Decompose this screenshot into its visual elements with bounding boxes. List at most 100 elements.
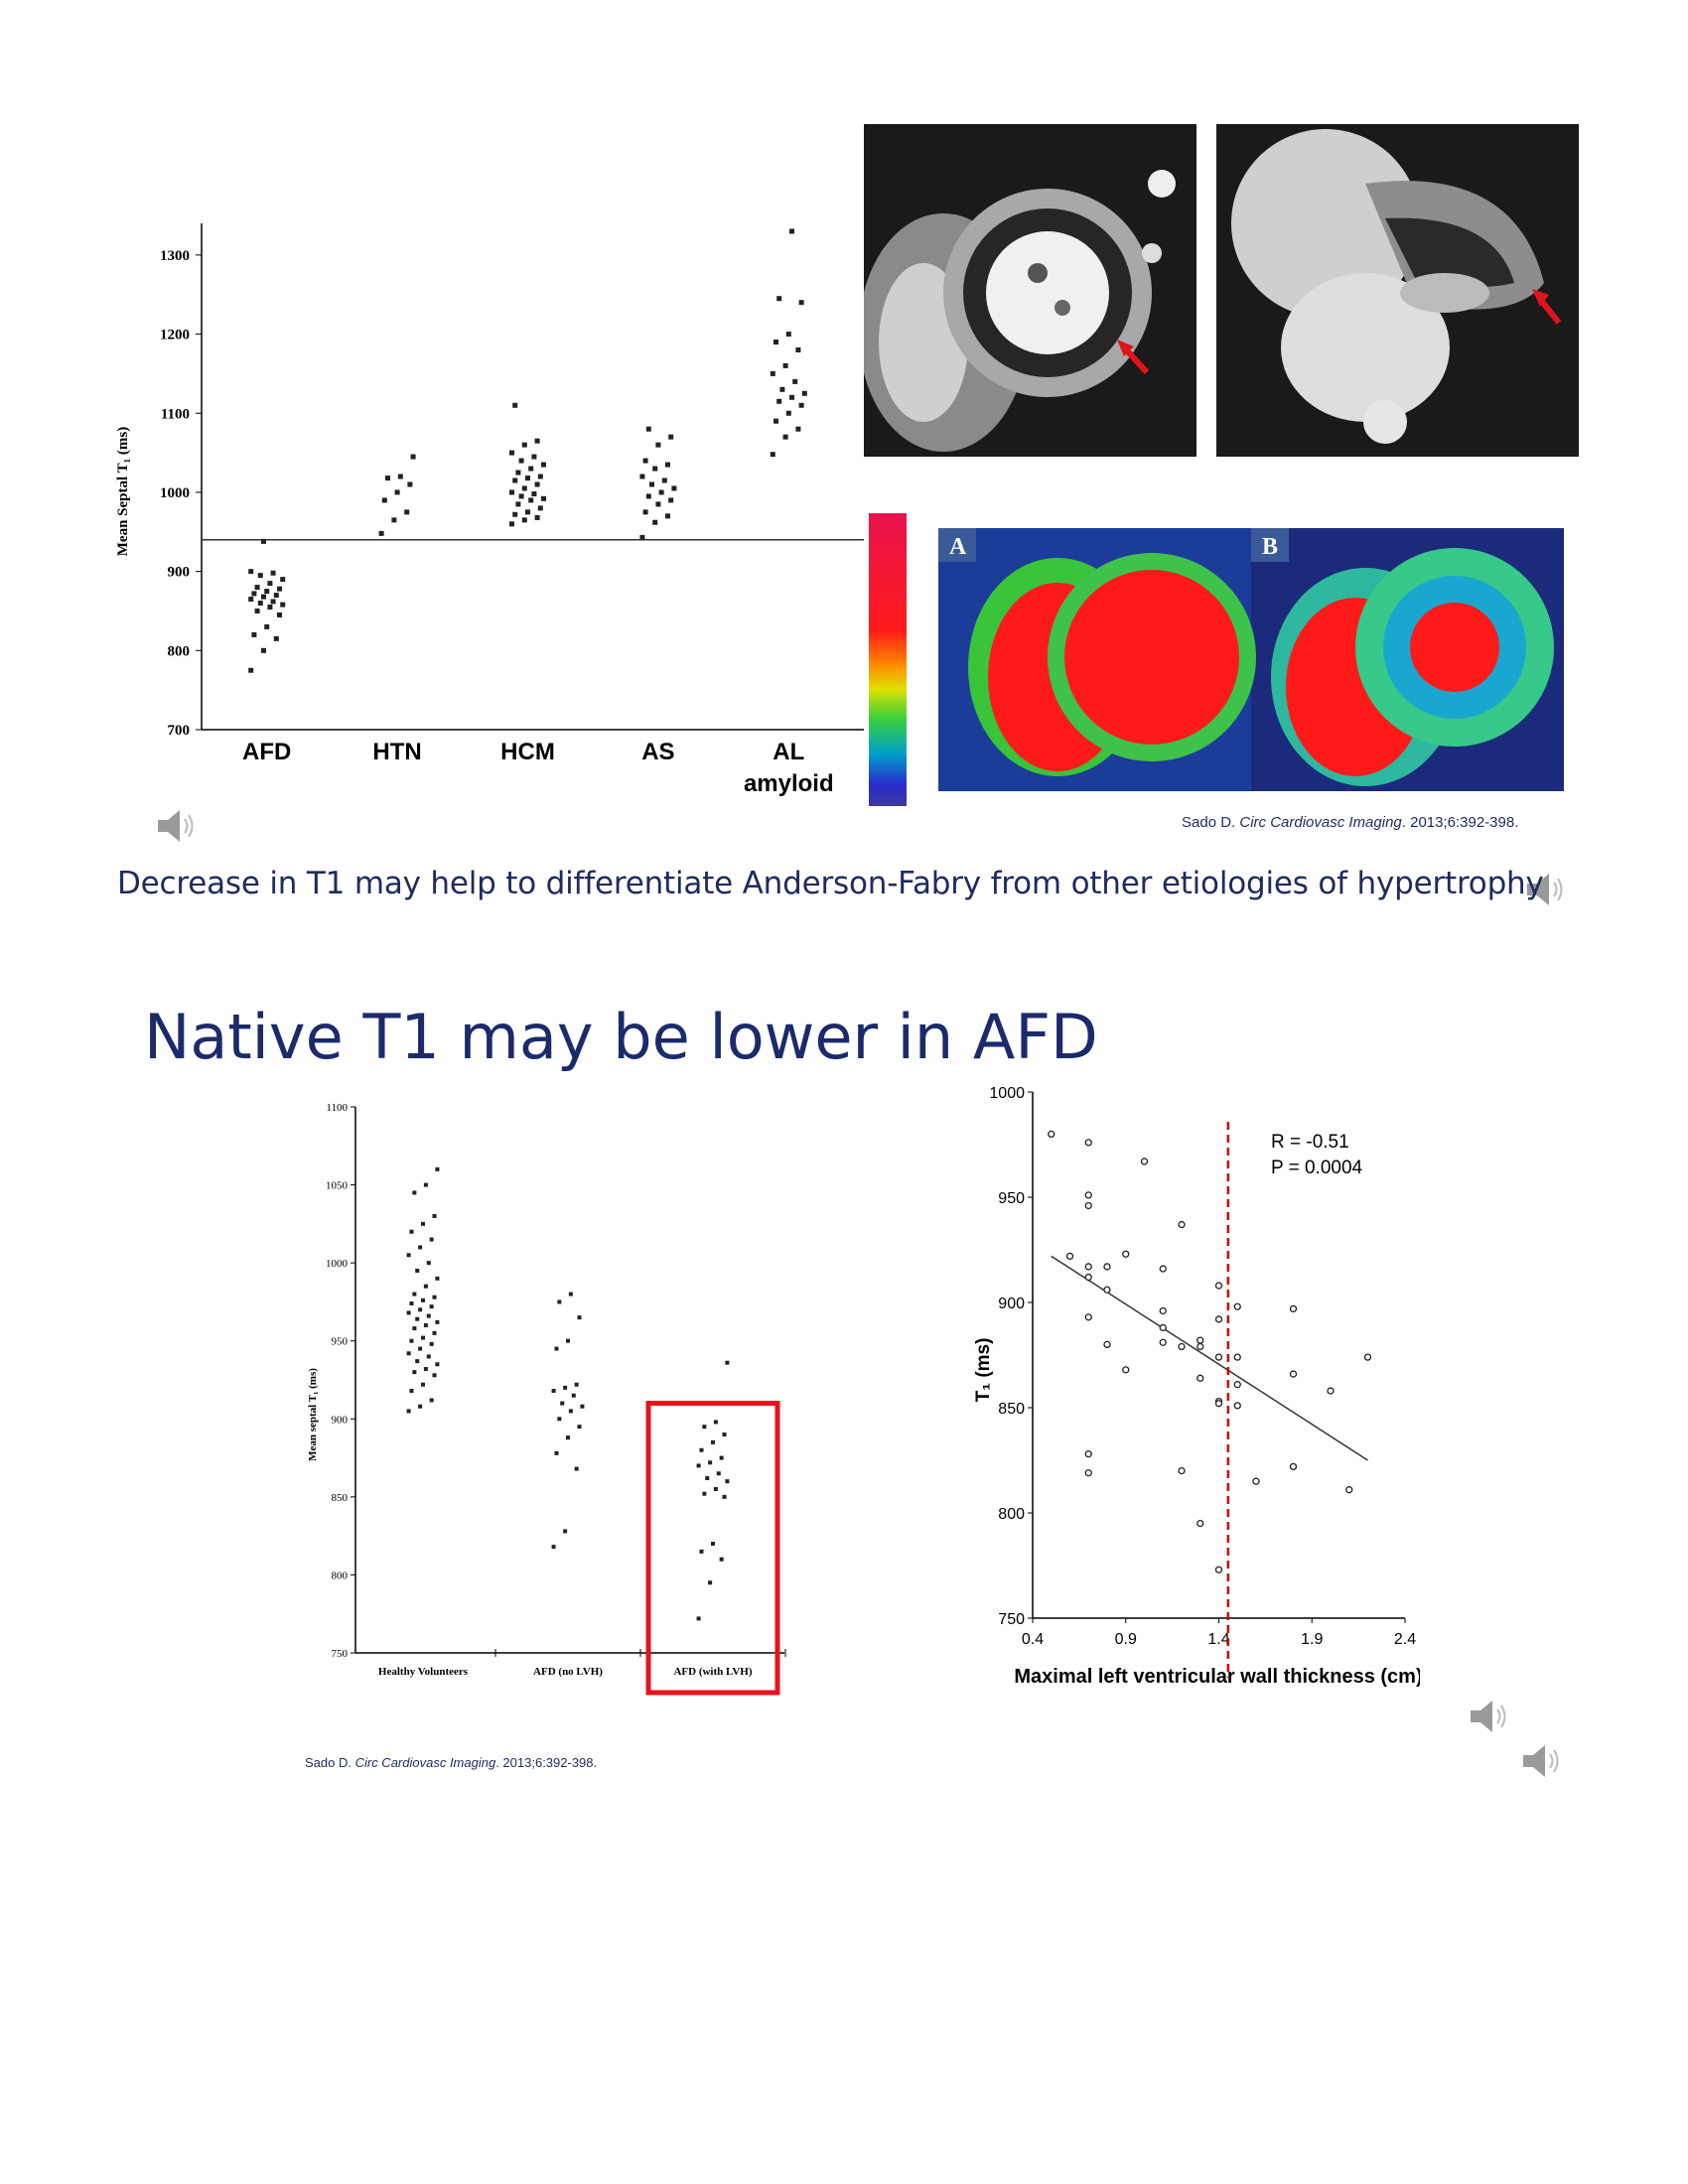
speaker-icon[interactable] [1517, 1737, 1565, 1785]
data-point [792, 378, 798, 384]
data-point [645, 426, 651, 432]
data-point [568, 1409, 573, 1414]
data-point [429, 1304, 434, 1309]
citation-author: Sado D. [1182, 814, 1240, 831]
data-point [412, 1326, 417, 1331]
data-point [665, 513, 670, 519]
data-point [534, 481, 540, 487]
trend-line [1051, 1255, 1368, 1461]
y-tick-label: 1000 [989, 1085, 1025, 1102]
data-point [722, 1433, 727, 1436]
data-point [515, 501, 521, 507]
data-point [1214, 1315, 1223, 1323]
data-point [509, 521, 514, 527]
data-point [574, 1466, 579, 1471]
y-tick-label: 900 [998, 1296, 1025, 1312]
data-point [409, 1389, 414, 1393]
data-point [534, 438, 540, 444]
data-point [725, 1479, 730, 1484]
data-point [261, 647, 266, 653]
data-point [280, 577, 286, 583]
slide-title: Native T1 may be lower in AFD [144, 1001, 1098, 1073]
data-point [705, 1476, 710, 1480]
data-point [406, 1310, 411, 1315]
data-point [1084, 1139, 1092, 1147]
data-point [426, 1261, 431, 1266]
data-point [652, 466, 658, 472]
data-point [537, 474, 543, 479]
data-point [528, 466, 534, 472]
x-tick-label: 2.4 [1394, 1631, 1416, 1648]
data-point [795, 426, 801, 432]
data-point [774, 340, 778, 345]
data-point [1048, 1130, 1055, 1139]
data-point [719, 1455, 724, 1460]
data-point [421, 1382, 425, 1387]
y-axis-label: Mean septal T₁ (ms) [307, 1368, 319, 1461]
data-point [1345, 1486, 1353, 1494]
y-tick-label: 800 [168, 643, 191, 659]
data-point [699, 1549, 704, 1554]
data-point [711, 1439, 715, 1444]
y-tick-label: 850 [332, 1492, 349, 1504]
data-point [412, 1190, 417, 1195]
data-point [509, 450, 514, 456]
data-point [435, 1276, 440, 1281]
data-point [1159, 1323, 1167, 1332]
data-point [1233, 1381, 1241, 1389]
x-tick-label: amyloid [744, 770, 834, 797]
data-point [531, 491, 537, 497]
data-point [273, 635, 279, 641]
data-point [577, 1425, 582, 1430]
speaker-icon[interactable] [1521, 866, 1569, 913]
data-point [381, 497, 387, 503]
data-point [254, 608, 260, 614]
x-tick-label: 0.4 [1022, 1631, 1044, 1648]
data-point [554, 1450, 559, 1455]
data-point [1159, 1338, 1167, 1346]
data-point [708, 1460, 713, 1465]
data-point [435, 1319, 440, 1324]
data-point [435, 1166, 440, 1171]
data-point [385, 476, 390, 481]
data-point [407, 481, 413, 487]
data-point [1289, 1370, 1298, 1378]
annotation-p: P = 0.0004 [1271, 1158, 1363, 1178]
data-point [254, 585, 260, 591]
x-tick-label: Healthy Volunteers [378, 1666, 469, 1678]
y-tick-label: 900 [168, 565, 191, 581]
data-point [652, 519, 658, 525]
y-tick-label: 950 [998, 1190, 1025, 1207]
citation-top: Sado D. Circ Cardiovasc Imaging. 2013;6:… [1182, 814, 1518, 831]
y-tick-label: 1000 [326, 1258, 349, 1270]
data-point [426, 1313, 431, 1318]
data-point [1159, 1265, 1167, 1273]
data-point [645, 493, 651, 499]
data-point [248, 569, 254, 575]
data-point [1214, 1282, 1223, 1290]
t1-map-image: A B [938, 528, 1564, 791]
data-point [273, 593, 279, 599]
data-point [1122, 1366, 1130, 1374]
data-point [270, 570, 276, 576]
data-point [429, 1398, 434, 1403]
x-tick-label: HCM [500, 739, 555, 765]
data-point [568, 1292, 573, 1297]
data-point [571, 1393, 576, 1398]
y-axis-label: T₁ (ms) [973, 1338, 994, 1403]
data-point [1233, 1302, 1241, 1310]
data-point [554, 1346, 559, 1351]
caption-text: Decrease in T1 may help to differentiate… [117, 866, 1544, 901]
data-point [779, 386, 785, 392]
data-point [577, 1315, 582, 1320]
data-point [406, 1351, 411, 1356]
x-tick-label: AS [641, 739, 674, 765]
data-point [665, 462, 670, 468]
speaker-icon[interactable] [152, 802, 200, 850]
data-point [261, 594, 266, 600]
data-point [512, 478, 518, 483]
speaker-icon[interactable] [1465, 1693, 1512, 1740]
citation-author: Sado D. [305, 1755, 355, 1770]
data-point [391, 517, 397, 523]
data-point [1084, 1191, 1092, 1199]
